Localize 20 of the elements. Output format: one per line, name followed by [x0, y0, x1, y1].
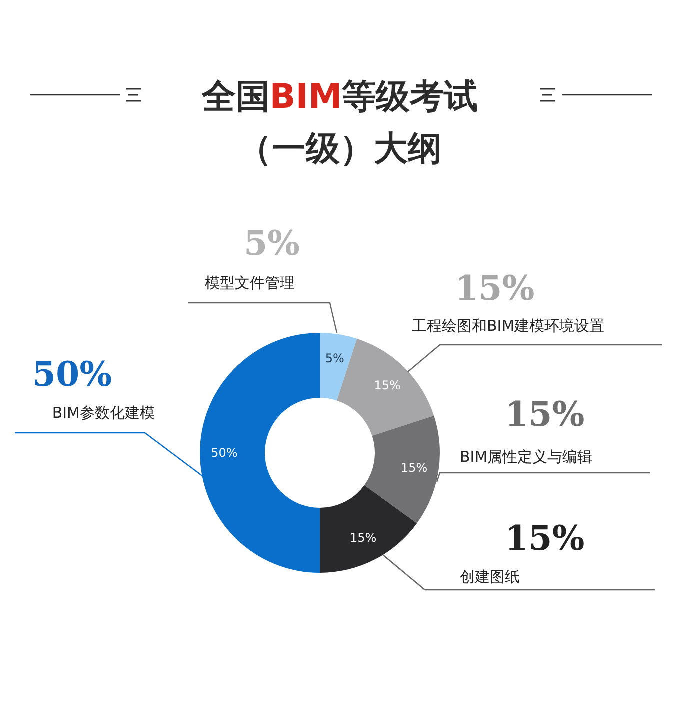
donut-slice	[320, 333, 358, 401]
data-label: 50%	[211, 446, 238, 460]
data-label: 5%	[325, 352, 344, 366]
donut-slice	[364, 416, 440, 524]
chart-title: 全国BIM等级考试	[200, 77, 478, 117]
slice-label: 模型文件管理	[205, 274, 295, 292]
data-label: 15%	[374, 378, 401, 392]
text: 15%	[455, 269, 535, 309]
slice-label: BIM属性定义与编辑	[460, 448, 593, 466]
chart-subtitle: （一级）大纲	[238, 129, 442, 169]
text: 15%	[505, 519, 585, 559]
donut-slice	[320, 485, 418, 573]
slice-label: BIM参数化建模	[52, 404, 155, 422]
slice-label: 创建图纸	[460, 568, 520, 586]
slice-label: 工程绘图和BIM建模环境设置	[412, 317, 605, 335]
text: 50%	[32, 355, 112, 395]
text: 5%	[244, 224, 300, 264]
text: 15%	[505, 395, 585, 435]
data-label: 15%	[400, 460, 428, 475]
data-label: 15%	[350, 531, 377, 546]
